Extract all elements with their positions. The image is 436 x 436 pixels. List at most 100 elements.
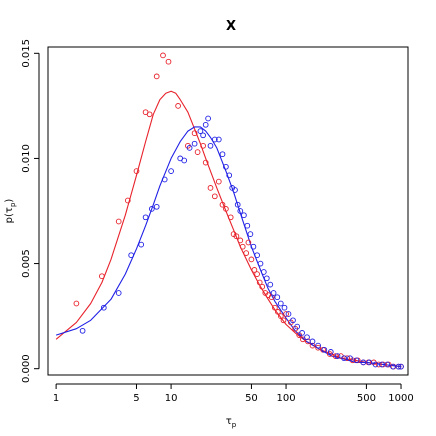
blue-data-point xyxy=(211,136,218,143)
red-data-point xyxy=(146,111,153,118)
red-data-point xyxy=(239,243,246,250)
red-data-point xyxy=(233,233,240,240)
red-data-point xyxy=(259,283,266,290)
blue-data-point xyxy=(263,275,270,282)
blue-data-point xyxy=(267,281,274,288)
red-data-point xyxy=(315,344,321,351)
blue-data-point xyxy=(327,349,334,355)
red-data-point xyxy=(115,218,122,225)
blue-fit-curve xyxy=(55,126,402,368)
x-tick-label: 1 xyxy=(53,393,59,404)
x-axis: 1 5 10 50 100 500 1000 xyxy=(53,383,414,404)
blue-data-point xyxy=(219,151,226,158)
red-data-point xyxy=(243,250,250,256)
plot-area xyxy=(47,46,409,376)
blue-data-point xyxy=(247,231,254,237)
blue-data-point xyxy=(181,157,188,164)
red-data-point xyxy=(194,149,201,155)
blue-data-point xyxy=(232,187,238,193)
blue-data-point xyxy=(161,176,168,183)
red-data-point xyxy=(227,214,234,221)
blue-data-point xyxy=(378,361,385,368)
red-data-point xyxy=(99,273,105,280)
red-data-point xyxy=(309,342,316,349)
y-tick-label: 0.015 xyxy=(21,39,32,68)
blue-data-point xyxy=(281,304,288,311)
blue-data-point xyxy=(341,355,347,362)
x-tick-label: 50 xyxy=(245,393,258,404)
red-data-point xyxy=(165,58,172,65)
red-fit-curve xyxy=(55,90,402,368)
red-data-point xyxy=(133,168,140,174)
blue-data-point xyxy=(244,222,251,229)
y-tick-label: 0.010 xyxy=(21,144,32,173)
red-data-point xyxy=(200,142,206,149)
chart-title: X xyxy=(226,19,236,34)
blue-data-point xyxy=(395,363,402,370)
blue-data-point xyxy=(285,311,292,317)
data-points xyxy=(73,52,404,370)
blue-data-point xyxy=(304,334,310,341)
blue-data-point xyxy=(277,300,284,307)
x-tick-label: 10 xyxy=(165,393,178,404)
blue-data-point xyxy=(168,168,174,174)
red-data-point xyxy=(256,279,263,286)
x-tick-label: 1000 xyxy=(388,393,413,404)
red-data-point xyxy=(211,193,218,200)
y-axis-label: p(τp) xyxy=(4,199,17,224)
x-tick-label: 500 xyxy=(357,393,376,404)
blue-data-point xyxy=(398,363,404,370)
blue-data-point xyxy=(237,208,244,214)
red-data-point xyxy=(175,103,181,109)
blue-data-point xyxy=(138,241,145,248)
red-data-point xyxy=(124,197,131,204)
red-data-point xyxy=(207,185,214,191)
blue-data-point xyxy=(299,330,305,336)
blue-data-point xyxy=(250,243,257,250)
red-data-point xyxy=(280,317,287,324)
fit-curves xyxy=(55,90,402,368)
blue-data-point xyxy=(223,163,229,170)
blue-data-point xyxy=(226,172,233,179)
blue-data-point xyxy=(270,290,277,296)
red-data-point xyxy=(283,311,289,317)
blue-data-point xyxy=(366,359,373,366)
red-data-point xyxy=(248,256,255,263)
blue-data-point xyxy=(372,361,379,368)
blue-data-point xyxy=(254,252,260,259)
x-tick-label: 100 xyxy=(277,393,296,404)
y-axis: 0.000 0.005 0.010 0.015 xyxy=(21,39,40,383)
blue-data-point xyxy=(202,121,209,128)
blue-data-point xyxy=(321,346,328,353)
x-axis-label: τp xyxy=(226,416,237,429)
y-tick-label: 0.005 xyxy=(21,249,32,278)
blue-data-point xyxy=(257,260,264,267)
red-data-point xyxy=(153,73,160,80)
blue-data-point xyxy=(191,140,198,147)
blue-data-point xyxy=(207,142,214,149)
blue-data-point xyxy=(142,214,149,221)
red-data-point xyxy=(272,304,278,311)
blue-data-point xyxy=(215,136,222,143)
red-data-point xyxy=(191,130,198,137)
red-data-point xyxy=(245,239,252,246)
red-data-point xyxy=(215,178,222,185)
blue-data-point xyxy=(197,128,204,134)
red-data-point xyxy=(219,201,226,208)
x-tick-label: 5 xyxy=(133,393,139,404)
blue-data-point xyxy=(390,363,396,370)
blue-data-point xyxy=(274,294,281,301)
blue-data-point xyxy=(315,342,321,349)
red-data-point xyxy=(160,52,166,59)
red-data-point xyxy=(332,353,339,359)
red-data-point xyxy=(251,267,258,273)
red-data-point xyxy=(237,237,244,244)
blue-data-point xyxy=(334,353,341,359)
blue-data-point xyxy=(294,323,301,330)
red-data-point xyxy=(223,206,229,212)
red-data-point xyxy=(254,271,260,277)
blue-data-point xyxy=(128,252,135,259)
red-data-point xyxy=(275,309,281,315)
